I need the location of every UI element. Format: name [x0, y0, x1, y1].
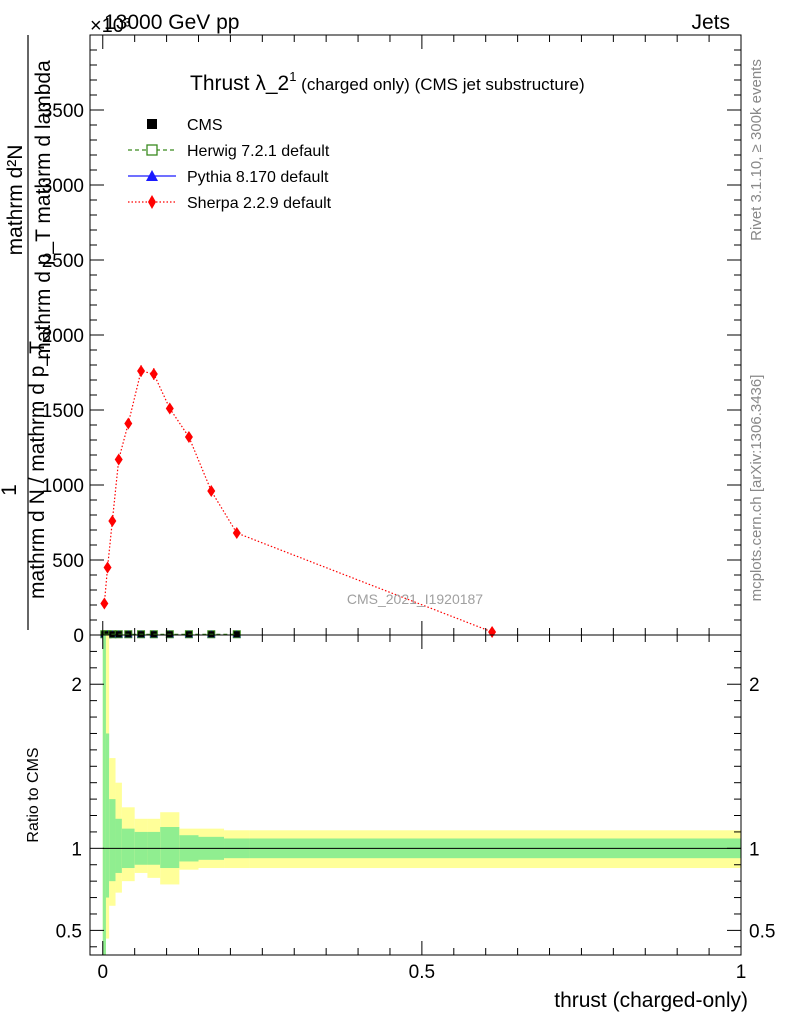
- legend-label-cms: CMS: [187, 117, 223, 134]
- ratio-panel-frame: [89, 634, 742, 956]
- main-panel: 0 500 1000 1500 2000 2500 3000 3500: [42, 34, 742, 647]
- y-tick-label: 2500: [42, 251, 84, 272]
- chart-title-sup: 1: [289, 69, 296, 84]
- y-tick-label: 3000: [42, 176, 84, 197]
- x-tick-label: 1: [736, 962, 747, 983]
- y-tick-label: 2000: [42, 326, 84, 347]
- legend-marker-cms: [147, 119, 157, 129]
- y-tick-label: 500: [52, 551, 84, 572]
- legend-label-sherpa: Sherpa 2.2.9 default: [187, 195, 332, 212]
- rivet-label: Rivet 3.1.10, ≥ 300k events: [748, 59, 765, 241]
- ratio-panel: 0.5 0.51 12 2 0 0.5 1: [56, 634, 775, 983]
- ratio-y-tick-label-right: 0.5: [749, 921, 775, 942]
- sherpa-point: [184, 431, 193, 443]
- sherpa-point: [137, 365, 146, 377]
- x-axis-label: thrust (charged-only): [554, 989, 748, 1012]
- ylabel-prefix-frac: mathrm d N / mathrm d p_T: [26, 341, 49, 599]
- header-left: 13000 GeV pp: [104, 11, 239, 34]
- ratio-band-inner: [102, 635, 106, 955]
- x-tick-label: 0.5: [409, 962, 435, 983]
- y-tick-label: 3500: [42, 101, 84, 122]
- cms-point: [233, 631, 240, 638]
- legend-label-herwig: Herwig 7.2.1 default: [187, 143, 330, 160]
- legend-marker-herwig: [146, 144, 158, 156]
- y-tick-label: 0: [73, 626, 84, 647]
- sherpa-point: [488, 626, 497, 638]
- legend-label-pythia: Pythia 8.170 default: [187, 169, 329, 186]
- ratio-y-tick-label-right: 2: [749, 675, 760, 696]
- ylabel-denominator: mathrm d p_T mathrm d lambda: [32, 60, 55, 360]
- ratio-band-inner: [160, 827, 180, 869]
- ratio-band-inner: [109, 799, 116, 882]
- ratio-y-tick-label: 0.5: [56, 921, 82, 942]
- chart-title: Thrust λ_21 (charged only) (CMS jet subs…: [190, 69, 585, 95]
- mcplots-label: mcplots.cern.ch [arXiv:1306.3436]: [748, 375, 765, 602]
- chart-title-main: Thrust λ_2: [190, 72, 289, 95]
- x-tick-label: 0: [97, 962, 108, 983]
- chart-title-rest: (charged only) (CMS jet substructure): [296, 75, 584, 94]
- y-axis-label: 1 mathrm d N / mathrm d p_T mathrm d²N m…: [0, 35, 55, 630]
- legend-marker-pythia: [146, 170, 158, 181]
- legend-marker-sherpa: [148, 195, 156, 209]
- sherpa-line: [103, 370, 493, 633]
- ratio-band-inner: [115, 818, 122, 873]
- axis-exponent: ×10³: [90, 15, 131, 37]
- sherpa-point: [232, 527, 241, 539]
- ylabel-numerator: mathrm d²N: [4, 145, 27, 256]
- ratio-y-tick-label-right: 1: [749, 839, 760, 860]
- ratio-y-tick-label: 1: [71, 839, 82, 860]
- sherpa-point: [207, 485, 216, 497]
- sherpa-point: [165, 402, 174, 415]
- ylabel-prefix: 1: [0, 484, 21, 496]
- sherpa-point: [114, 453, 123, 466]
- sherpa-point: [149, 368, 158, 380]
- sherpa-point: [100, 597, 109, 610]
- header-right: Jets: [691, 11, 730, 34]
- ratio-band-inner: [105, 733, 110, 898]
- y-tick-label: 1000: [42, 476, 84, 497]
- ratio-y-label: Ratio to CMS: [25, 747, 42, 842]
- legend: CMS Herwig 7.2.1 default Pythia 8.170 de…: [128, 117, 332, 212]
- ratio-y-tick-label: 2: [71, 675, 82, 696]
- analysis-watermark: CMS_2021_I1920187: [347, 591, 483, 607]
- sherpa-point: [108, 515, 117, 527]
- y-tick-label: 1500: [42, 401, 84, 422]
- sherpa-point: [124, 417, 133, 430]
- sherpa-point: [103, 561, 112, 574]
